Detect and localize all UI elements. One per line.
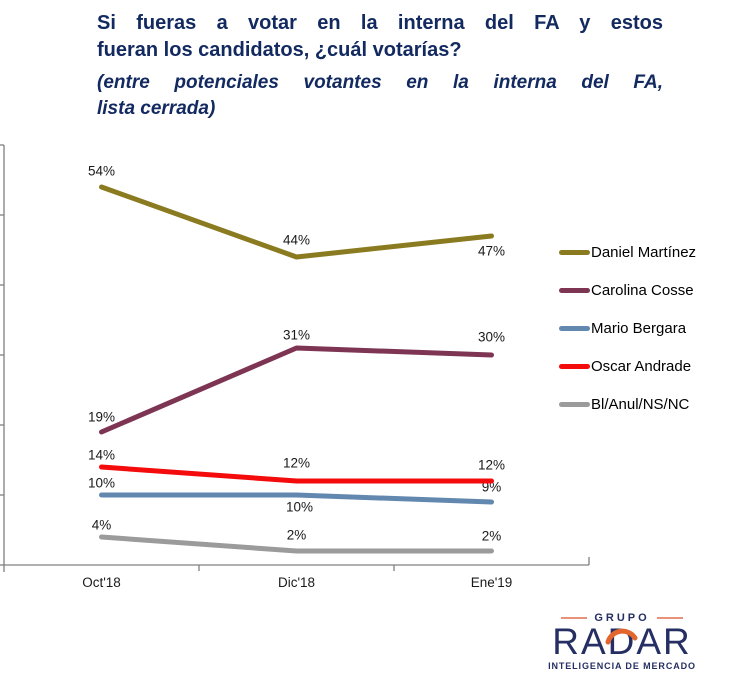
x-axis-label: Ene'19 [471, 575, 513, 590]
data-label: 47% [478, 244, 505, 259]
legend-swatch-icon [559, 325, 590, 331]
series-line [99, 184, 494, 260]
chart-subtitle-line-1: (entre potenciales votantes en la intern… [97, 72, 663, 93]
logo-dash-left [561, 617, 588, 619]
logo-radar-text: RADAR [548, 623, 696, 660]
data-label: 10% [88, 476, 115, 491]
legend: Daniel Martínez Carolina Cosse Mario Berga… [559, 233, 696, 423]
logo-tagline: INTELIGENCIA DE MERCADO [548, 661, 696, 671]
chart-title-line-1: Si fueras a votar en la interna del FA y… [97, 12, 663, 34]
title-block: Si fueras a votar en la interna del FA y… [97, 10, 663, 122]
data-label: 12% [283, 456, 310, 471]
series-line [99, 492, 494, 505]
x-axis-label: Oct'18 [82, 575, 121, 590]
legend-label: Carolina Cosse [591, 281, 694, 299]
data-label: 4% [92, 518, 112, 533]
legend-label: Daniel Martínez [591, 243, 697, 261]
legend-item: Mario Bergara [559, 309, 696, 347]
chart-svg: Oct'18 Dic'18 Ene'19 54% 44% 47% 19% 31% 30% 10% 1… [0, 144, 590, 590]
legend-label: Oscar Andrade [591, 357, 692, 375]
legend-item: Oscar Andrade [559, 347, 696, 385]
data-label: 31% [283, 328, 310, 343]
series-line [99, 534, 494, 554]
data-label: 2% [482, 529, 502, 544]
data-label: 19% [88, 410, 115, 425]
logo-grupo-text: GRUPO [594, 612, 650, 624]
data-label: 12% [478, 458, 505, 473]
legend-swatch-icon [559, 401, 590, 407]
legend-item: Bl/Anul/NS/NC [559, 385, 696, 423]
legend-swatch-icon [559, 287, 590, 293]
legend-label: Bl/Anul/NS/NC [591, 395, 690, 413]
data-label: 14% [88, 448, 115, 463]
chart-subtitle-line-2: lista cerrada) [97, 98, 216, 119]
data-label: 30% [478, 330, 505, 345]
grupo-radar-logo: GRUPO RADAR INTELIGENCIA DE MERCADO [548, 612, 696, 671]
logo-radar-arc-icon [605, 628, 638, 645]
x-axis-label: Dic'18 [278, 575, 315, 590]
logo-grupo-row: GRUPO [548, 612, 696, 624]
legend-label: Mario Bergara [591, 319, 687, 337]
legend-item: Daniel Martínez [559, 233, 696, 271]
legend-swatch-icon [559, 249, 590, 255]
data-label: 10% [286, 500, 313, 515]
series-line [99, 464, 494, 484]
legend-item: Carolina Cosse [559, 271, 696, 309]
chart-title-line-2: fueran los candidatos, ¿cuál votarías? [97, 39, 462, 61]
data-label: 44% [283, 233, 310, 248]
data-label: 54% [88, 164, 115, 179]
logo-dash-right [656, 617, 683, 619]
series-line [99, 345, 494, 435]
legend-swatch-icon [559, 363, 590, 369]
data-label: 2% [287, 528, 307, 543]
